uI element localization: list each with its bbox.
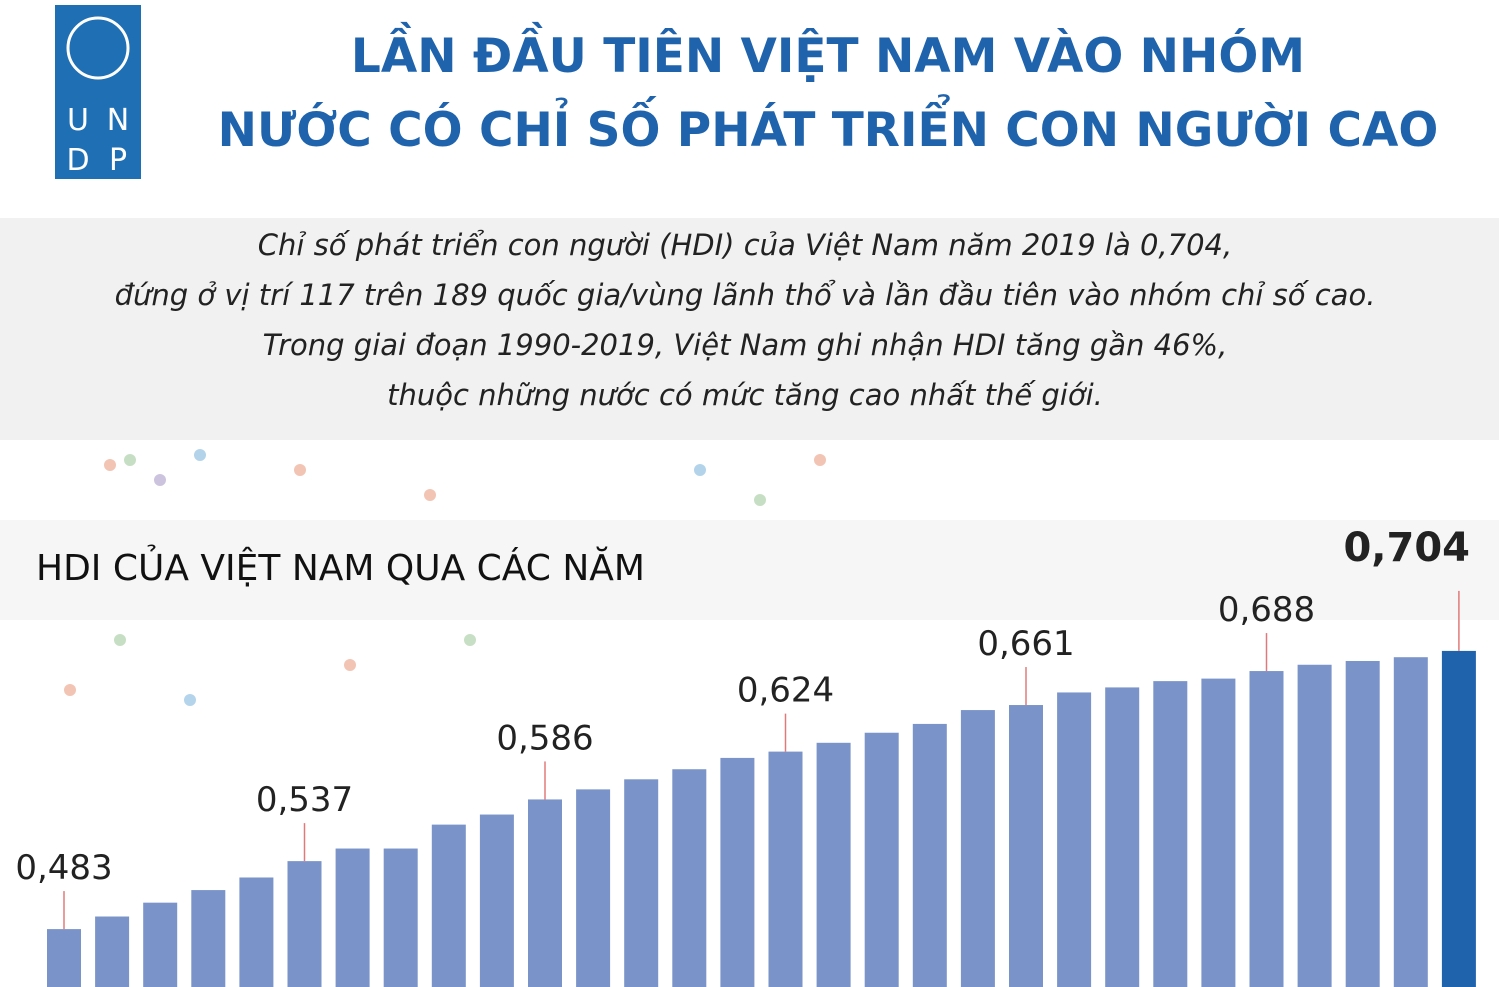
logo-box xyxy=(55,5,141,179)
bar xyxy=(191,890,226,987)
bar xyxy=(1009,705,1043,987)
logo-letter: U xyxy=(67,103,89,138)
bar xyxy=(720,757,755,987)
logo-letter: N xyxy=(107,103,129,138)
value-label: 0,624 xyxy=(737,671,834,711)
value-label: 0,661 xyxy=(977,624,1074,664)
bar xyxy=(960,710,995,987)
bar xyxy=(672,769,707,987)
bar xyxy=(1153,681,1188,987)
bar xyxy=(431,824,466,987)
bar xyxy=(479,814,514,987)
value-label: 0,483 xyxy=(15,848,112,888)
bar xyxy=(335,848,370,987)
title-line: NƯỚC CÓ CHỈ SỐ PHÁT TRIỂN CON NGƯỜI CAO xyxy=(218,95,1439,158)
bar xyxy=(1393,657,1428,987)
chart-title: HDI CỦA VIỆT NAM QUA CÁC NĂM xyxy=(36,544,645,589)
bar xyxy=(528,799,562,987)
bar xyxy=(1201,678,1236,987)
bar xyxy=(1441,650,1476,987)
bar xyxy=(864,732,899,987)
bar xyxy=(287,861,322,987)
chart-title-band xyxy=(0,520,1499,620)
bar xyxy=(1345,660,1380,987)
value-label: 0,586 xyxy=(496,718,593,758)
value-label: 0,704 xyxy=(1343,525,1470,571)
bar xyxy=(624,779,659,987)
bar xyxy=(383,848,418,987)
value-label: 0,537 xyxy=(256,780,353,820)
intro-line: thuộc những nước có mức tăng cao nhất th… xyxy=(387,378,1103,412)
bar xyxy=(239,877,274,987)
bar xyxy=(912,723,947,987)
intro-band xyxy=(0,218,1499,440)
intro-line: đứng ở vị trí 117 trên 189 quốc gia/vùng… xyxy=(115,278,1376,312)
bar xyxy=(1249,671,1284,987)
decor-dots xyxy=(64,449,826,706)
bar xyxy=(143,902,178,987)
intro-line: Trong giai đoạn 1990-2019, Việt Nam ghi … xyxy=(263,328,1228,362)
bar xyxy=(1297,664,1332,987)
bar xyxy=(95,916,130,987)
bar xyxy=(816,742,851,987)
title-line: LẦN ĐẦU TIÊN VIỆT NAM VÀO NHÓM xyxy=(351,23,1305,84)
bar xyxy=(47,929,81,987)
intro-line: Chỉ số phát triển con người (HDI) của Vi… xyxy=(258,228,1232,262)
value-label: 0,688 xyxy=(1218,590,1315,630)
bar xyxy=(576,789,611,987)
bar xyxy=(768,751,803,987)
logo-letter: D xyxy=(66,143,89,178)
logo-emblem xyxy=(66,16,130,80)
bar xyxy=(1105,687,1140,987)
bar xyxy=(1057,692,1092,987)
logo-letter: P xyxy=(109,143,127,178)
